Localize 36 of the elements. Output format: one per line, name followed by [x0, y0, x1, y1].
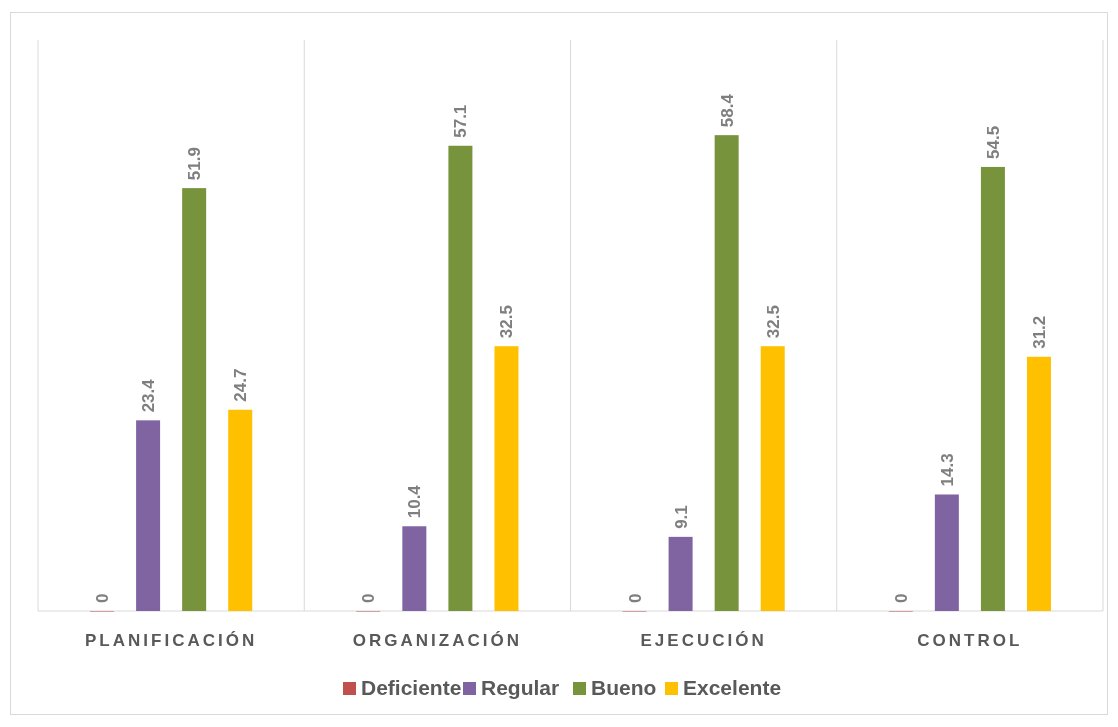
bar [402, 526, 427, 611]
x-tick-label: PLANIFICACIÓN [85, 631, 258, 650]
x-tick-label: CONTROL [917, 631, 1023, 650]
x-tick-label: EJECUCIÓN [640, 631, 767, 650]
legend-label: Excelente [683, 676, 782, 699]
bar [934, 494, 959, 611]
data-label: 32.5 [497, 305, 517, 339]
bar [760, 346, 785, 611]
bar [714, 135, 739, 611]
bar [668, 536, 693, 611]
data-label: 0 [93, 593, 113, 603]
data-label: 9.1 [671, 505, 691, 529]
data-label: 51.9 [185, 147, 205, 181]
data-label: 0 [625, 593, 645, 603]
bar [980, 166, 1005, 611]
legend-label: Bueno [591, 676, 657, 699]
data-label: 57.1 [451, 104, 471, 138]
data-label: 31.2 [1029, 315, 1049, 349]
bar [136, 420, 161, 611]
data-label: 54.5 [983, 125, 1003, 159]
bar [448, 145, 473, 611]
bar [228, 409, 253, 611]
bar [182, 188, 207, 611]
legend-label: Regular [481, 676, 560, 699]
bar [1026, 356, 1051, 611]
bar [494, 346, 519, 611]
data-label: 10.4 [405, 484, 425, 519]
data-label: 0 [359, 593, 379, 603]
data-label: 23.4 [139, 378, 159, 413]
data-label: 24.7 [231, 368, 251, 402]
data-label: 0 [891, 593, 911, 603]
data-label: 32.5 [763, 305, 783, 339]
data-label: 14.3 [937, 453, 957, 487]
legend-label: Deficiente [361, 676, 462, 699]
data-label: 58.4 [717, 93, 737, 128]
x-tick-label: ORGANIZACIÓN [352, 631, 522, 650]
